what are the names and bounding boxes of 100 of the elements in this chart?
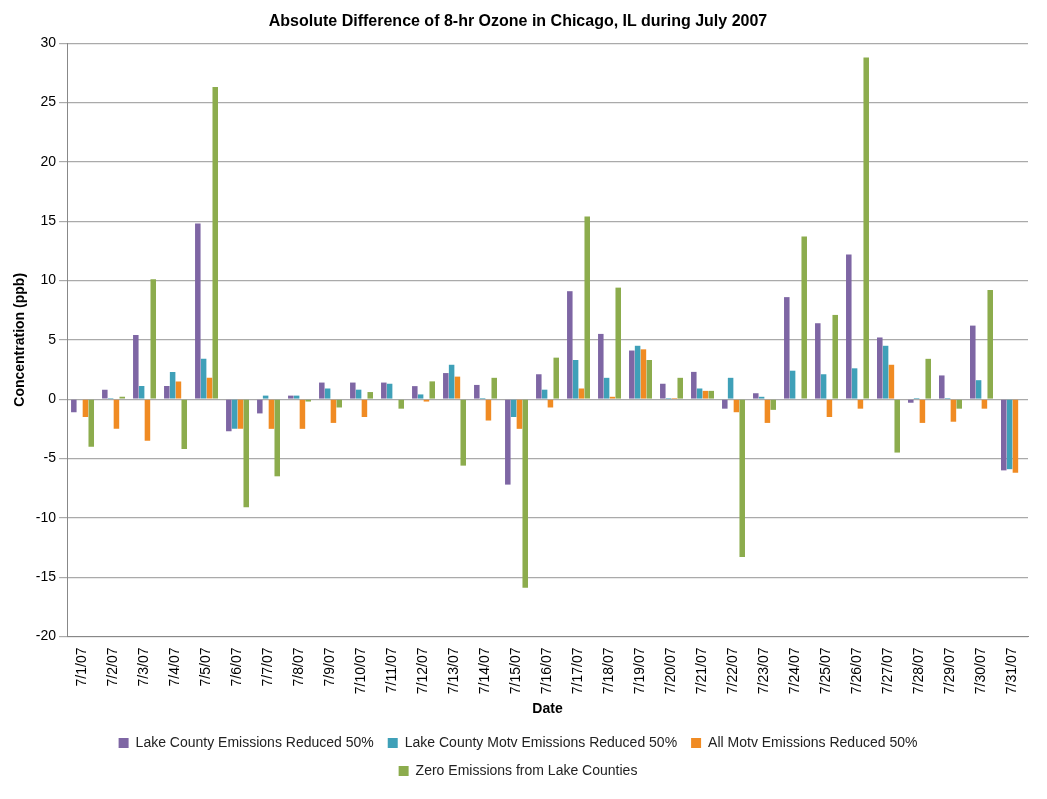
y-tick-label: 15 (40, 212, 57, 229)
bar (739, 399, 745, 557)
x-tick-label: 7/22/07 (724, 647, 741, 695)
bar (629, 350, 635, 399)
bar (262, 395, 269, 399)
bar (355, 389, 362, 399)
bar (801, 236, 807, 399)
bar (615, 287, 621, 399)
x-tick-label: 7/15/07 (507, 647, 524, 695)
bar (460, 399, 466, 466)
bar (857, 399, 864, 409)
bar (660, 383, 666, 399)
bar (367, 392, 373, 399)
x-tick-label: 7/5/07 (197, 647, 214, 687)
y-tick-label: 10 (40, 271, 57, 288)
bar (195, 223, 201, 399)
bar (237, 399, 244, 429)
bar (846, 254, 852, 399)
x-tick-label: 7/14/07 (476, 647, 493, 695)
bar (584, 216, 590, 399)
bar (443, 373, 449, 399)
y-tick-label: 25 (40, 93, 57, 110)
bar (894, 399, 900, 453)
y-tick-label: 20 (40, 152, 57, 169)
bar (882, 345, 889, 399)
bar (293, 395, 300, 399)
bar (950, 399, 957, 422)
bar (257, 399, 263, 414)
x-tick-label: 7/12/07 (414, 647, 431, 695)
bar (412, 386, 418, 399)
bar (138, 386, 145, 399)
bar (169, 371, 176, 399)
bar (226, 399, 232, 432)
bar (770, 399, 776, 410)
bar (71, 399, 77, 413)
bar (1001, 399, 1007, 471)
bar (677, 377, 683, 399)
bar (417, 394, 424, 399)
bar (784, 297, 790, 399)
bar (1012, 399, 1019, 473)
bar (919, 399, 926, 423)
bar (324, 388, 331, 399)
bar (722, 399, 728, 409)
x-tick-label: 7/13/07 (445, 647, 462, 695)
bar (877, 337, 883, 399)
bar (319, 382, 325, 399)
bar (939, 375, 945, 399)
x-tick-label: 7/8/07 (290, 647, 307, 687)
bar (578, 388, 585, 399)
y-axis-title: Concentration (ppb) (11, 272, 28, 407)
bar (164, 386, 170, 399)
bar (567, 291, 573, 399)
x-tick-label: 7/21/07 (693, 647, 710, 695)
x-tick-label: 7/16/07 (538, 647, 555, 695)
x-tick-label: 7/28/07 (910, 647, 927, 695)
bar (200, 358, 207, 399)
bar (206, 377, 213, 399)
bar (454, 376, 461, 399)
bar (429, 381, 435, 399)
bar (485, 399, 492, 421)
x-tick-label: 7/31/07 (1003, 647, 1020, 695)
legend-label: Lake County Emissions Reduced 50% (135, 733, 374, 750)
bar (398, 399, 404, 409)
x-tick-label: 7/2/07 (104, 647, 121, 687)
bar (753, 393, 759, 399)
bar (181, 399, 188, 450)
y-tick-label: 5 (48, 330, 57, 347)
bar (696, 388, 703, 399)
bar (448, 364, 455, 399)
bar (815, 323, 821, 399)
bar (708, 390, 714, 399)
bar (330, 399, 337, 423)
bar (522, 399, 528, 588)
x-axis-title: Date (532, 700, 563, 717)
bar (987, 290, 993, 399)
x-tick-label: 7/4/07 (166, 647, 183, 687)
bar (144, 399, 151, 441)
bar (150, 279, 157, 399)
bar (212, 87, 219, 399)
bar (88, 399, 95, 447)
bar (536, 374, 542, 399)
bar (231, 399, 238, 429)
bar (175, 381, 182, 399)
x-tick-label: 7/24/07 (786, 647, 803, 695)
bar (350, 382, 356, 399)
bar (243, 399, 250, 508)
bar (299, 399, 306, 429)
y-tick-label: -10 (35, 508, 57, 525)
legend-label: Zero Emissions from Lake Counties (415, 761, 638, 778)
x-tick-label: 7/10/07 (352, 647, 369, 695)
bar (553, 357, 559, 399)
x-tick-label: 7/23/07 (755, 647, 772, 695)
bar (386, 383, 393, 399)
x-tick-label: 7/11/07 (383, 647, 400, 694)
bar (541, 389, 548, 399)
bar (851, 368, 858, 399)
x-tick-label: 7/26/07 (848, 647, 865, 695)
x-tick-label: 7/30/07 (972, 647, 989, 695)
bar (981, 399, 988, 409)
x-tick-label: 7/7/07 (259, 647, 276, 687)
